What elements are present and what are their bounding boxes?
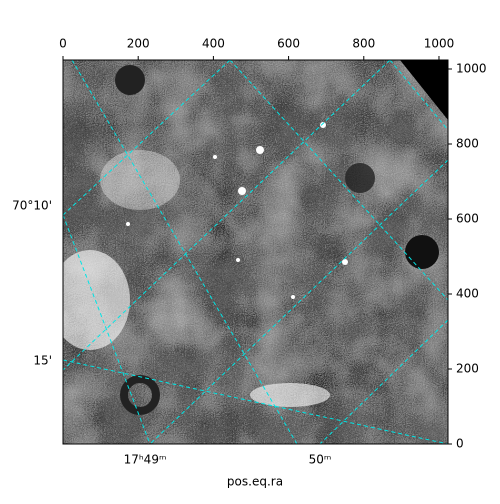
y-tick-label: 400	[456, 287, 479, 301]
dec-tick-label: 70°10'	[12, 199, 52, 213]
y-tick-label: 0	[456, 437, 464, 451]
x-tick-label: 1000	[424, 37, 455, 51]
x-tick-label: 800	[352, 37, 375, 51]
y-tick-label: 200	[456, 362, 479, 376]
ra-tick-label: 50ᵐ	[309, 453, 332, 467]
ra-tick-label: 17ʰ49ᵐ	[124, 453, 167, 467]
axes-frame	[62, 59, 449, 445]
x-tick-label: 600	[277, 37, 300, 51]
x-tick-label: 0	[59, 37, 67, 51]
x-tick-label: 200	[127, 37, 150, 51]
x-axis-label: pos.eq.ra	[227, 475, 283, 489]
y-tick-label: 800	[456, 137, 479, 151]
y-tick-label: 1000	[456, 62, 487, 76]
sky-image	[63, 60, 448, 444]
coordinate-grid	[62, 59, 449, 445]
x-tick-label: 400	[202, 37, 225, 51]
dec-tick-label: 15'	[33, 354, 52, 368]
y-tick-label: 600	[456, 212, 479, 226]
